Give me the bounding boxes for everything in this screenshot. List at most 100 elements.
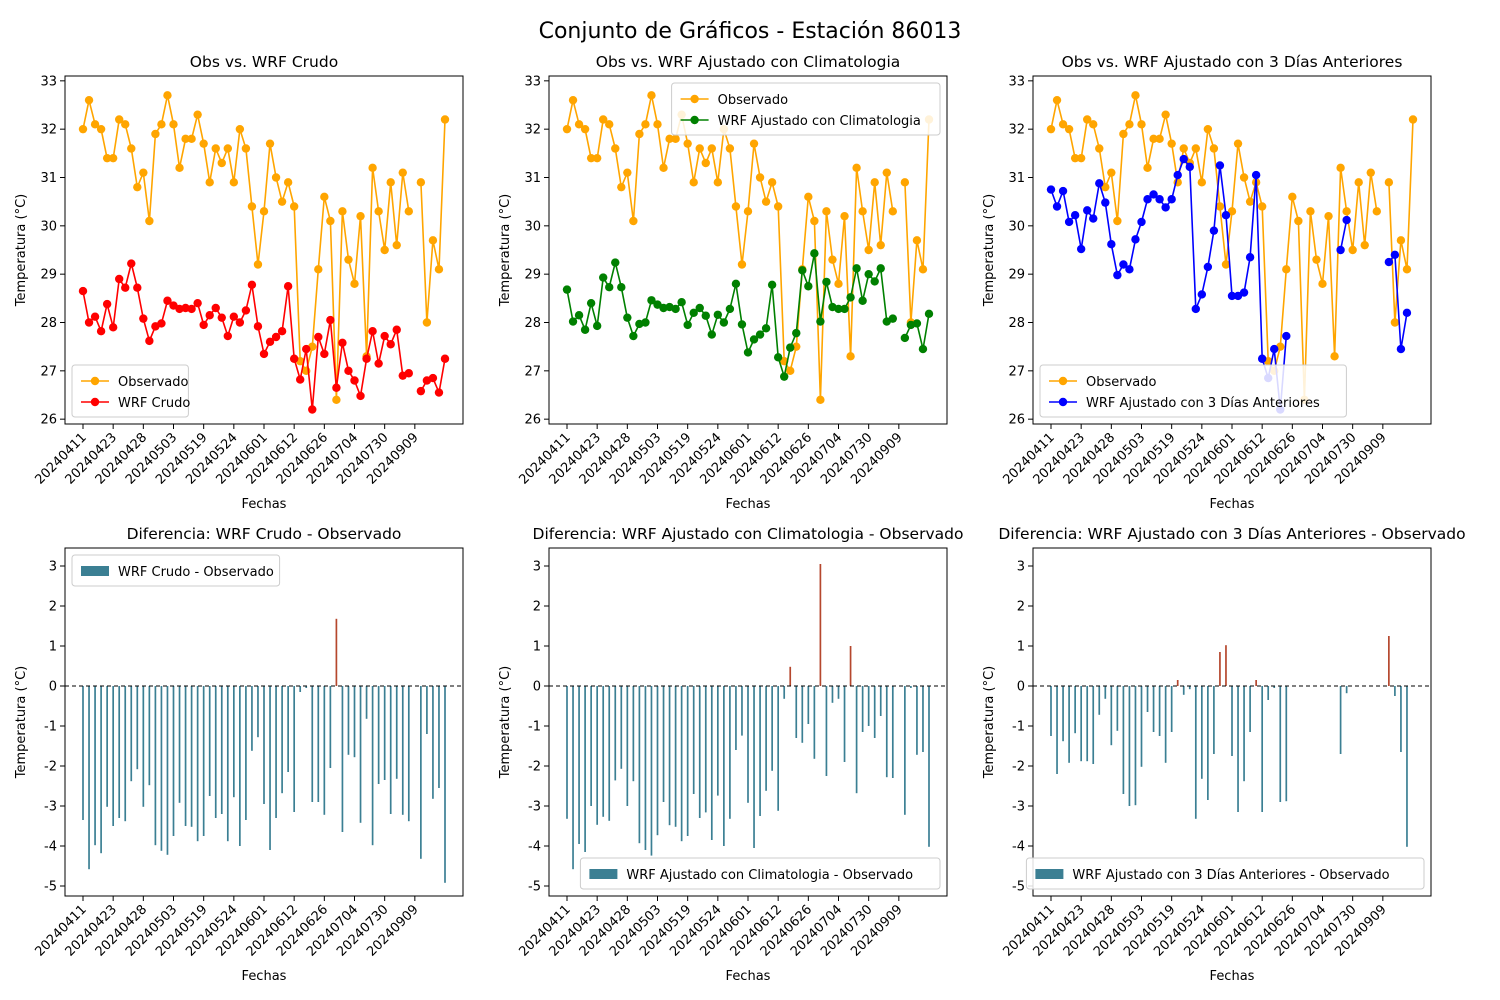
y-tick-label: 32	[524, 123, 541, 138]
bar	[389, 686, 392, 814]
data-point	[888, 314, 897, 323]
data-point	[145, 216, 154, 226]
bar	[383, 686, 386, 780]
y-tick-label: 0	[1017, 680, 1025, 695]
bar	[1152, 686, 1155, 732]
data-point	[1155, 134, 1164, 144]
bar	[1249, 686, 1251, 732]
bar	[680, 686, 683, 842]
data-point	[1221, 260, 1231, 269]
data-point	[259, 207, 269, 216]
data-point	[108, 153, 118, 163]
data-point	[1408, 115, 1418, 124]
data-point	[241, 306, 251, 315]
bar	[196, 686, 199, 842]
data-point	[1052, 202, 1062, 211]
y-tick-label: 1	[1017, 640, 1025, 655]
data-point	[864, 245, 873, 255]
legend-marker	[690, 115, 699, 125]
data-point	[870, 277, 879, 286]
bar	[1056, 686, 1058, 774]
y-tick-label: -3	[1012, 800, 1025, 815]
y-tick-label: 32	[1008, 123, 1025, 138]
legend-marker	[690, 94, 699, 104]
data-point	[1312, 255, 1321, 264]
data-point	[78, 124, 88, 134]
data-point	[362, 354, 371, 363]
data-point	[247, 280, 257, 289]
y-tick-label: -2	[1012, 760, 1025, 775]
data-point	[876, 264, 885, 273]
bar	[602, 686, 605, 817]
data-point	[828, 255, 837, 264]
data-point	[84, 318, 94, 327]
data-point	[1251, 170, 1261, 180]
y-tick-label: 0	[49, 680, 57, 695]
bar	[377, 686, 380, 784]
data-point	[773, 202, 783, 211]
series-line-1	[566, 253, 930, 380]
bar	[668, 686, 671, 826]
bar	[1231, 686, 1233, 756]
data-point	[1336, 245, 1345, 255]
bar	[1400, 686, 1402, 752]
data-point	[617, 182, 626, 192]
bar	[94, 686, 96, 846]
bar	[82, 686, 84, 820]
bar	[867, 686, 870, 726]
data-point	[689, 178, 698, 187]
bar	[662, 686, 665, 802]
data-point	[1239, 173, 1249, 182]
data-point	[882, 168, 891, 177]
data-point	[1227, 207, 1237, 216]
y-tick-label: 33	[40, 74, 57, 89]
bar	[1140, 686, 1143, 767]
data-point	[181, 134, 190, 144]
bar	[1237, 686, 1239, 812]
data-point	[755, 173, 765, 182]
y-tick-label: 1	[533, 640, 541, 655]
bar	[1122, 686, 1125, 794]
data-point	[289, 354, 299, 363]
data-point	[1052, 95, 1062, 105]
bar	[1080, 686, 1083, 762]
data-point	[193, 110, 202, 119]
data-point	[332, 383, 341, 392]
data-point	[707, 330, 716, 339]
data-point	[671, 304, 680, 314]
data-point	[810, 249, 819, 258]
data-point	[115, 115, 124, 124]
data-point	[719, 318, 729, 327]
bar	[299, 686, 302, 692]
bar	[214, 686, 217, 818]
bar	[904, 686, 906, 815]
data-point	[368, 327, 377, 336]
data-point	[900, 333, 910, 343]
bar	[124, 686, 127, 822]
data-point	[320, 349, 329, 359]
y-tick-label: 31	[524, 171, 541, 186]
data-point	[1089, 120, 1098, 129]
data-point	[1179, 154, 1188, 164]
bar	[426, 686, 428, 734]
bar	[1394, 686, 1396, 696]
legend-swatch	[589, 869, 618, 879]
data-point	[749, 139, 759, 148]
data-point	[912, 236, 922, 245]
y-tick-label: 33	[1008, 74, 1025, 89]
bar	[819, 564, 822, 686]
bar	[825, 686, 828, 776]
data-point	[1239, 288, 1249, 297]
bar	[438, 686, 440, 788]
data-point	[253, 260, 263, 269]
legend-label: WRF Ajustado con 3 Días Anteriores - Obs…	[1072, 868, 1389, 883]
x-axis-label: Fechas	[1210, 497, 1255, 512]
data-point	[912, 319, 922, 328]
data-point	[151, 129, 160, 139]
axes-frame	[64, 547, 464, 897]
y-tick-label: 0	[533, 680, 541, 695]
y-tick-label: 26	[40, 413, 57, 428]
bar	[813, 686, 816, 759]
y-tick-label: 30	[1008, 219, 1025, 234]
y-tick-label: -5	[1012, 880, 1025, 895]
